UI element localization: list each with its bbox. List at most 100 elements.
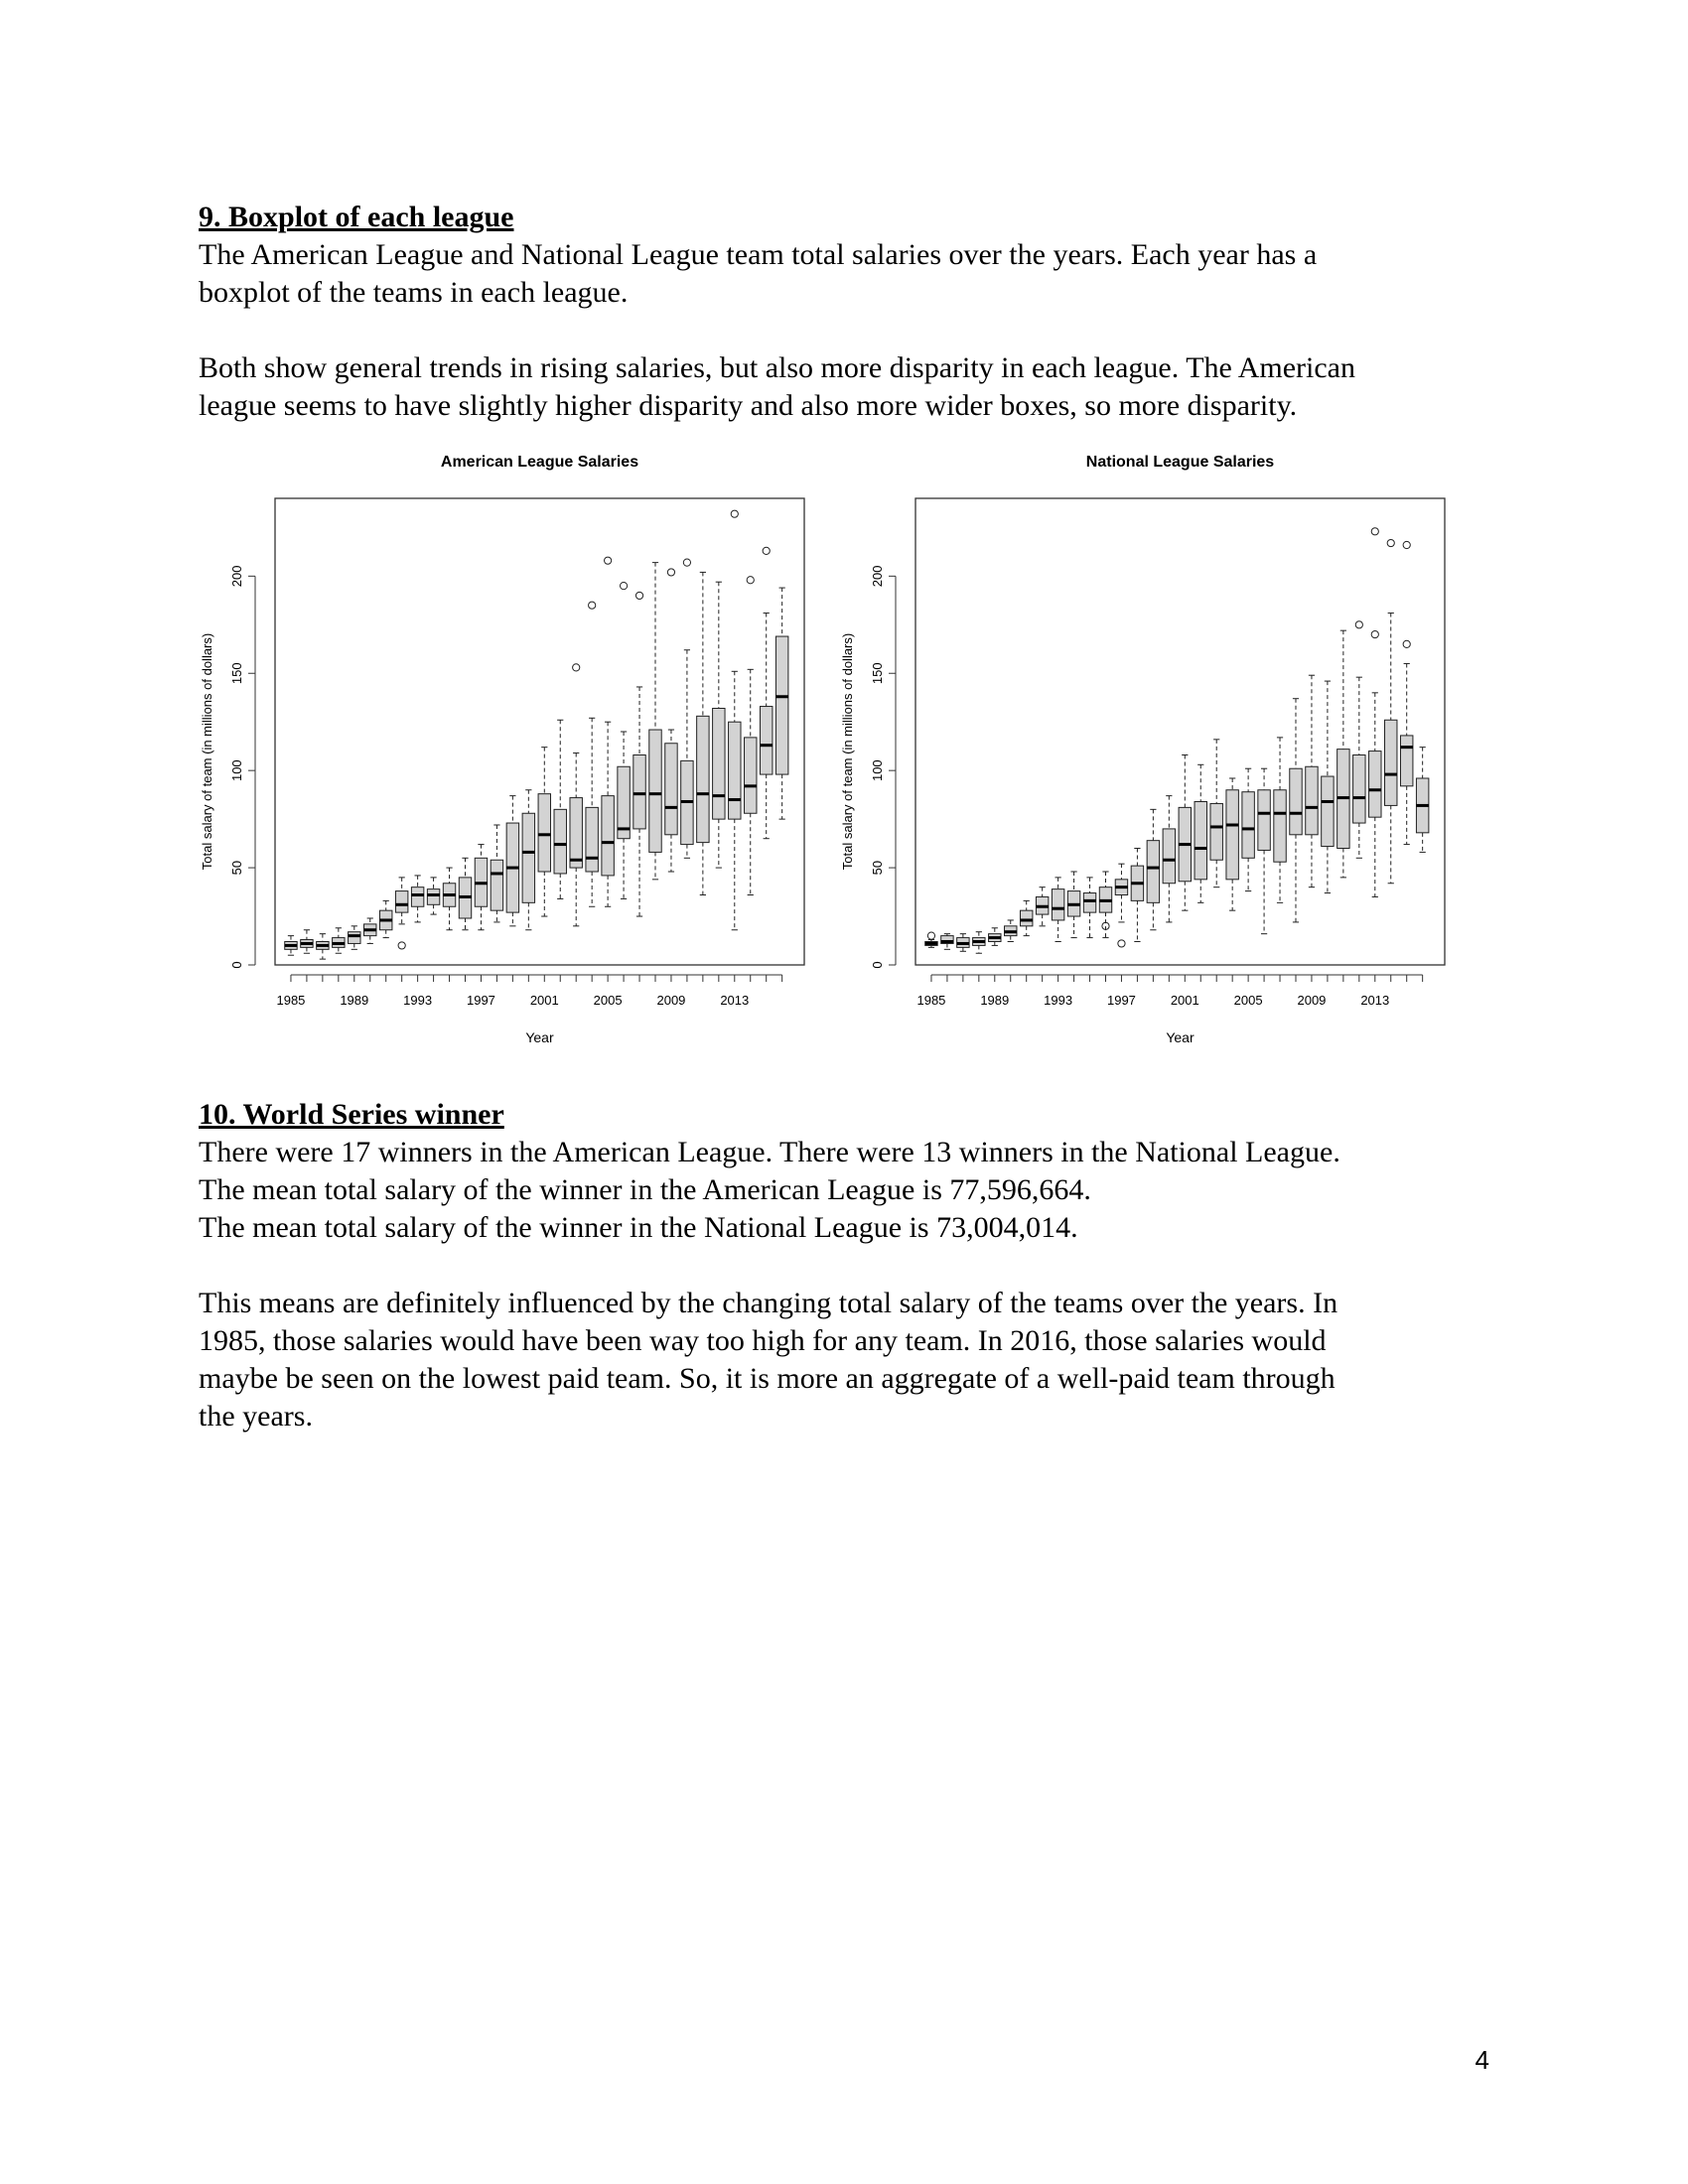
outlier-point: [730, 509, 739, 518]
iqr-box: [1368, 751, 1382, 818]
iqr-box: [1399, 735, 1414, 787]
box-2001: [537, 747, 552, 917]
x-tick-label: 1997: [1107, 993, 1136, 1008]
x-tick-label: 2001: [530, 993, 559, 1008]
box-2000: [1162, 795, 1177, 923]
national-league-boxplot: National League Salaries 0 50 100 150 200 Tota…: [840, 454, 1446, 1045]
american-league-boxplot: American League Salaries 0 50 100 150 200 Tota…: [200, 454, 805, 1045]
iqr-box: [774, 635, 789, 775]
iqr-box: [1225, 789, 1239, 881]
section-9-p2-line-1: Both show general trends in rising salar…: [199, 351, 1355, 384]
box-1986: [300, 929, 314, 954]
section-10-p2-line-1: This means are definitely influenced by …: [199, 1287, 1338, 1319]
section-10-line-3: The mean total salary of the winner in t…: [199, 1211, 1078, 1244]
box-1997: [1114, 863, 1129, 948]
box-2002: [1194, 763, 1207, 903]
box-2006: [617, 582, 631, 899]
iqr-box: [648, 729, 662, 853]
outlier-point: [619, 582, 629, 591]
box-2016: [1415, 747, 1430, 853]
box-2002: [553, 719, 567, 899]
outlier-point: [1402, 639, 1411, 648]
box-1993: [1051, 877, 1065, 942]
box-2003: [1209, 739, 1223, 888]
box-2014: [1384, 538, 1398, 885]
box-2009: [664, 568, 678, 873]
iqr-box: [728, 721, 742, 820]
iqr-box: [759, 706, 774, 775]
section-10: 10. World Series winner There were 17 wi…: [199, 1096, 1509, 1435]
iqr-box: [1321, 775, 1335, 848]
iqr-box: [601, 795, 615, 877]
box-1994: [426, 877, 441, 915]
box-2003: [569, 663, 583, 927]
american-league-chart: American League Salaries 0 50 100 150 200 Tota…: [194, 437, 819, 1052]
iqr-box: [490, 859, 504, 911]
y-axis-label: Total salary of team (in millions of dol…: [200, 633, 214, 870]
outlier-point: [572, 663, 581, 672]
iqr-box: [1384, 719, 1398, 806]
outlier-point: [666, 568, 676, 577]
section-9-p2-line-2: league seems to have slightly higher dis…: [199, 389, 1298, 422]
iqr-box: [633, 754, 646, 830]
section-9-p1-line-1: The American League and National League …: [199, 238, 1318, 271]
iqr-box: [1289, 767, 1303, 836]
section-10-p2-line-3: maybe be seen on the lowest paid team. S…: [199, 1362, 1336, 1395]
iqr-box: [1019, 909, 1034, 927]
box-1989: [988, 927, 1002, 946]
x-tick-label: 1989: [340, 993, 368, 1008]
box-1996: [458, 857, 473, 931]
box-1995: [1082, 877, 1097, 939]
iqr-box: [696, 715, 710, 844]
section-9-heading: 9. Boxplot of each league: [199, 201, 514, 233]
y-tick-label: 150: [229, 662, 244, 684]
section-9-paragraph-2: Both show general trends in rising salar…: [199, 349, 1509, 425]
outlier-point: [1370, 629, 1379, 639]
box-2016: [774, 587, 789, 820]
iqr-box: [1257, 789, 1271, 851]
box-2014: [744, 576, 758, 895]
y-tick-label: 150: [870, 662, 885, 684]
box-1994: [1066, 871, 1081, 939]
x-tick-label: 2009: [1297, 993, 1326, 1008]
iqr-box: [664, 743, 678, 836]
iqr-box: [1051, 888, 1065, 921]
x-tick-label: 1993: [403, 993, 432, 1008]
box-2011: [1336, 629, 1350, 879]
y-tick-label: 200: [870, 565, 885, 587]
x-tick-label: 2001: [1171, 993, 1199, 1008]
box-2010: [1321, 680, 1335, 894]
box-2001: [1178, 754, 1193, 911]
iqr-box: [1194, 801, 1207, 881]
iqr-box: [1241, 791, 1255, 859]
outlier-point: [762, 546, 771, 555]
box-1996: [1098, 871, 1113, 939]
x-tick-label: 1985: [276, 993, 305, 1008]
page-number: 4: [1475, 2045, 1489, 2075]
y-tick-label: 100: [870, 759, 885, 781]
box-1999: [505, 795, 520, 927]
x-tick-label: 1989: [980, 993, 1009, 1008]
section-10-line-1: There were 17 winners in the American Le…: [199, 1136, 1340, 1168]
box-1985: [284, 935, 298, 956]
outlier-point: [588, 601, 597, 610]
x-tick-label: 2009: [656, 993, 685, 1008]
outlier-point: [1370, 527, 1379, 536]
iqr-box: [537, 793, 552, 873]
y-tick-label: 0: [870, 961, 885, 968]
iqr-box: [569, 797, 583, 869]
outlier-point: [397, 941, 406, 950]
outlier-point: [634, 591, 644, 601]
section-9-paragraph-1: The American League and National League …: [199, 236, 1509, 312]
box-2006: [1257, 767, 1271, 935]
iqr-box: [410, 887, 425, 907]
iqr-box: [1352, 754, 1366, 824]
x-axis-label: Year: [1166, 1029, 1195, 1045]
chart-title: National League Salaries: [1086, 454, 1275, 471]
outlier-point: [1117, 939, 1126, 948]
box-1985: [924, 931, 938, 948]
section-10-paragraph-2: This means are definitely influenced by …: [199, 1285, 1509, 1435]
iqr-box: [1305, 765, 1319, 836]
iqr-box: [394, 890, 409, 913]
outlier-point: [926, 931, 936, 940]
